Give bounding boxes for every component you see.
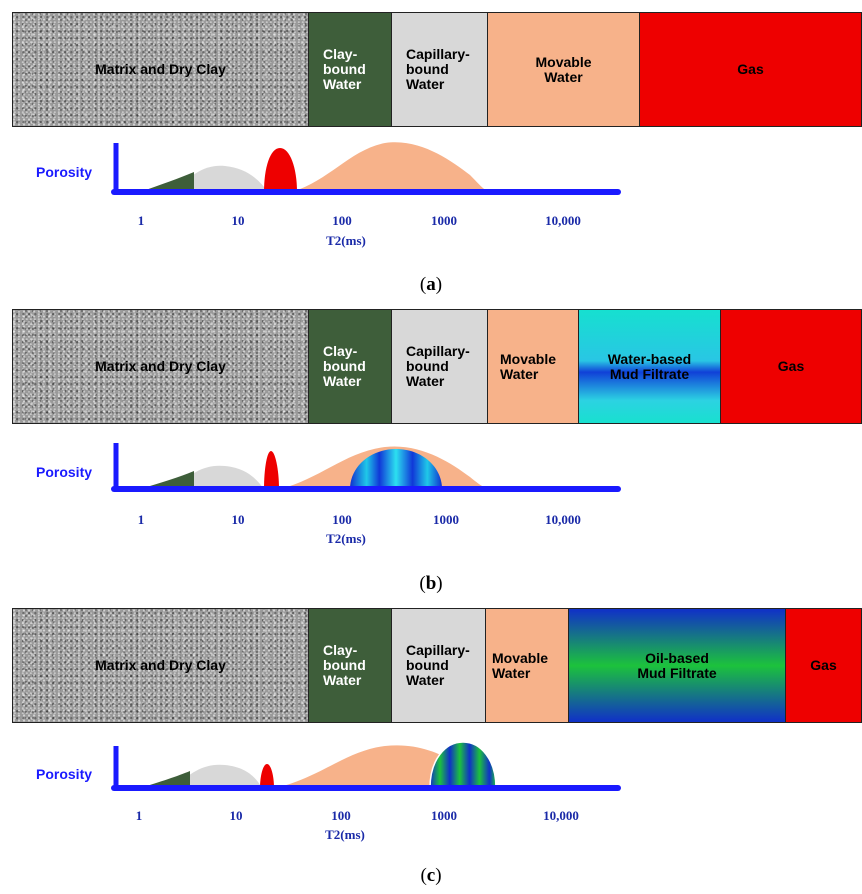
caption-b: (b) [419, 573, 443, 594]
caption-c: (c) [420, 865, 442, 886]
segment-movable-water: Movable Water [488, 310, 579, 423]
x-tick-label: 1000 [431, 808, 457, 823]
oil-based-mud-filtrate-peak [429, 741, 497, 789]
segment-oil-based-mud-filtrate: Oil-based Mud Filtrate [569, 609, 786, 722]
segment-movable-water: Movable Water [486, 609, 569, 722]
fluid-bar-b: Matrix and Dry Clay Clay- bound Water Ca… [12, 309, 862, 424]
capillary-bound-water-curve [175, 764, 262, 788]
segment-gas: Gas [721, 310, 861, 423]
x-tick-label: 10,000 [545, 512, 581, 527]
x-tick-label: 10 [232, 213, 245, 228]
water-based-mud-filtrate-peak [350, 449, 442, 489]
capillary-bound-water-curve [175, 465, 264, 489]
gas-peak [264, 148, 297, 192]
gas-peak [260, 764, 274, 788]
x-tick-label: 100 [332, 512, 352, 527]
x-tick-label: 1 [136, 808, 143, 823]
x-axis-label: T2(ms) [325, 827, 365, 842]
segment-water-based-mud-filtrate: Water-based Mud Filtrate [579, 310, 721, 423]
segment-matrix-dry-clay: Matrix and Dry Clay [13, 13, 309, 126]
segment-capillary-bound-water: Capillary- bound Water [392, 310, 488, 423]
x-tick-label: 1000 [433, 512, 459, 527]
segment-clay-bound-water: Clay- bound Water [309, 609, 392, 722]
x-axis-label: T2(ms) [326, 531, 366, 546]
fluid-bar-c: Matrix and Dry Clay Clay- bound Water Ca… [12, 608, 862, 723]
x-tick-label: 10,000 [545, 213, 581, 228]
x-tick-label: 10 [230, 808, 243, 823]
segment-matrix-dry-clay: Matrix and Dry Clay [13, 609, 309, 722]
t2-distribution-c: Porosity 1 10 100 1000 10,000 T2(ms) [36, 741, 621, 842]
segment-capillary-bound-water: Capillary- bound Water [392, 609, 486, 722]
x-tick-label: 1000 [431, 213, 457, 228]
x-tick-label: 1 [138, 213, 145, 228]
x-tick-label: 1 [138, 512, 145, 527]
x-tick-label: 10,000 [543, 808, 579, 823]
segment-clay-bound-water: Clay- bound Water [309, 13, 392, 126]
segment-movable-water: Movable Water [488, 13, 640, 126]
x-tick-label: 10 [232, 512, 245, 527]
y-axis-label: Porosity [36, 164, 92, 180]
clay-bound-water-curve [140, 172, 194, 192]
x-tick-label: 100 [332, 213, 352, 228]
segment-gas: Gas [786, 609, 861, 722]
x-tick-label: 100 [331, 808, 351, 823]
t2-distribution-b: Porosity 1 10 100 1000 10,000 T2(ms) [36, 443, 621, 546]
clay-bound-water-curve [140, 471, 194, 489]
fluid-bar-a: Matrix and Dry Clay Clay- bound Water Ca… [12, 12, 862, 127]
segment-clay-bound-water: Clay- bound Water [309, 310, 392, 423]
segment-matrix-dry-clay: Matrix and Dry Clay [13, 310, 309, 423]
movable-water-curve [292, 142, 492, 192]
caption-a: (a) [419, 274, 443, 295]
y-axis-label: Porosity [36, 766, 92, 782]
segment-capillary-bound-water: Capillary- bound Water [392, 13, 488, 126]
x-axis-label: T2(ms) [326, 233, 366, 248]
capillary-bound-water-curve [175, 165, 268, 192]
y-axis-label: Porosity [36, 464, 92, 480]
t2-distribution-a: Porosity 1 10 100 1000 10,000 T2(ms) [36, 142, 621, 248]
clay-bound-water-curve [140, 771, 190, 788]
gas-peak [264, 451, 279, 489]
segment-gas: Gas [640, 13, 861, 126]
